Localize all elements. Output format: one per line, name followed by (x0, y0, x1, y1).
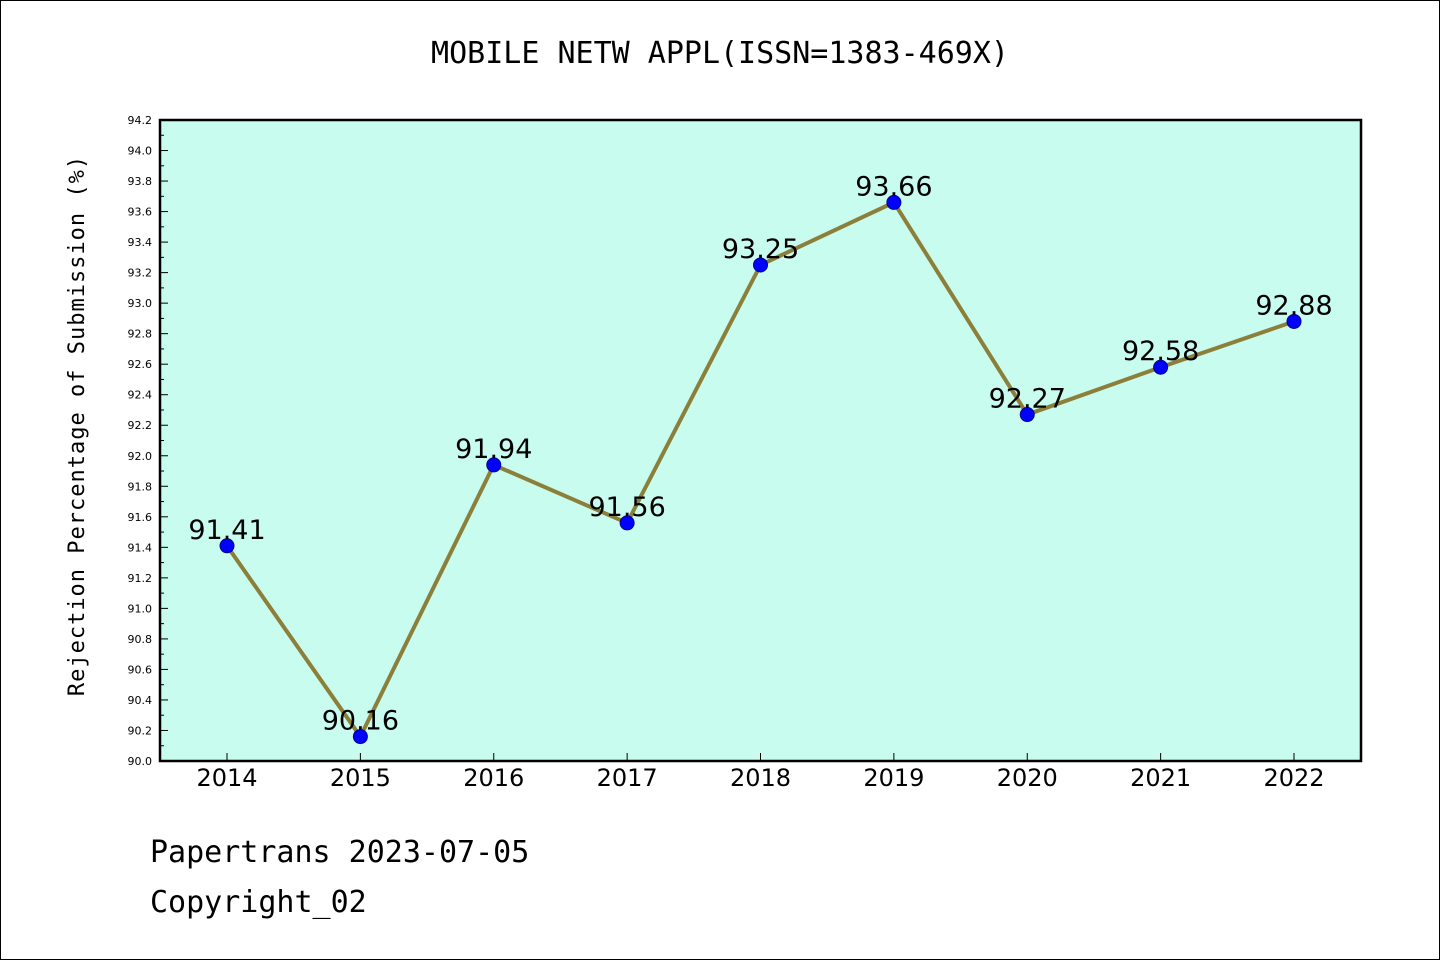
y-tick-label: 91.4 (128, 541, 153, 554)
x-tick-label: 2014 (196, 764, 257, 792)
y-tick-label: 90.4 (128, 694, 153, 707)
y-tick-label: 93.8 (128, 175, 153, 188)
chart-title: MOBILE NETW APPL(ISSN=1383-469X) (431, 36, 1009, 71)
y-tick-label: 92.0 (128, 450, 153, 463)
x-tick-label: 2020 (997, 764, 1058, 792)
data-label: 91.41 (188, 515, 265, 546)
y-tick-label: 90.8 (128, 633, 153, 646)
y-tick-label: 92.6 (128, 358, 153, 371)
y-tick-label: 94.0 (128, 145, 153, 158)
data-label: 91.56 (588, 492, 665, 523)
y-tick-label: 92.2 (128, 419, 153, 432)
data-point (1153, 359, 1169, 375)
data-label: 93.25 (722, 234, 799, 265)
data-label: 92.58 (1122, 336, 1199, 367)
y-axis-title: Rejection Percentage of Submission (%) (65, 155, 90, 696)
y-tick-label: 93.4 (128, 236, 153, 249)
x-axis: 2014 2015 2016 2017 2018 2019 2020 2021 2022 (196, 753, 1325, 792)
data-label: 92.27 (989, 384, 1066, 415)
data-point (1286, 313, 1302, 329)
y-axis: 90.0 90.2 90.4 90.6 90.8 91.0 91.2 91.4 91.6 91.8… (128, 114, 168, 768)
data-point (486, 457, 502, 473)
y-tick-label: 94.2 (128, 114, 153, 127)
y-tick-label: 92.8 (128, 328, 153, 341)
y-tick-label: 91.6 (128, 511, 153, 524)
data-label: 93.66 (855, 171, 932, 202)
data-label: 92.88 (1255, 290, 1332, 321)
y-tick-label: 91.8 (128, 480, 153, 493)
y-tick-label: 90.6 (128, 663, 153, 676)
footer-date: Papertrans 2023-07-05 (150, 835, 530, 870)
data-point (219, 538, 235, 554)
data-label: 91.94 (455, 434, 532, 465)
x-tick-label: 2017 (597, 764, 658, 792)
plot-border (158, 118, 1363, 763)
data-point (753, 257, 768, 273)
y-tick-label: 93.6 (128, 206, 153, 219)
data-point (1019, 407, 1035, 423)
data-point (352, 729, 368, 745)
x-tick-label: 2022 (1263, 764, 1324, 792)
x-tick-label: 2021 (1130, 764, 1191, 792)
x-tick-label: 2015 (330, 764, 391, 792)
data-labels-group: 91.41 90.16 91.94 91.56 93.25 93.66 92.27 92.58… (188, 171, 1332, 736)
y-tick-label: 91.0 (128, 602, 153, 615)
y-tick-label: 93.0 (128, 297, 153, 310)
series-markers-group (219, 194, 1302, 745)
data-point (886, 194, 902, 210)
x-tick-label: 2018 (730, 764, 791, 792)
data-point (619, 515, 635, 531)
y-tick-label: 91.2 (128, 572, 153, 585)
y-tick-label: 90.0 (128, 755, 153, 768)
y-tick-label: 92.4 (128, 389, 153, 402)
footer-copyright: Copyright_02 (150, 885, 367, 920)
data-label: 90.16 (322, 706, 399, 737)
x-tick-label: 2016 (463, 764, 524, 792)
x-tick-label: 2019 (863, 764, 924, 792)
y-tick-label: 93.2 (128, 267, 153, 280)
plot-area (160, 120, 1361, 761)
y-tick-label: 90.2 (128, 724, 153, 737)
